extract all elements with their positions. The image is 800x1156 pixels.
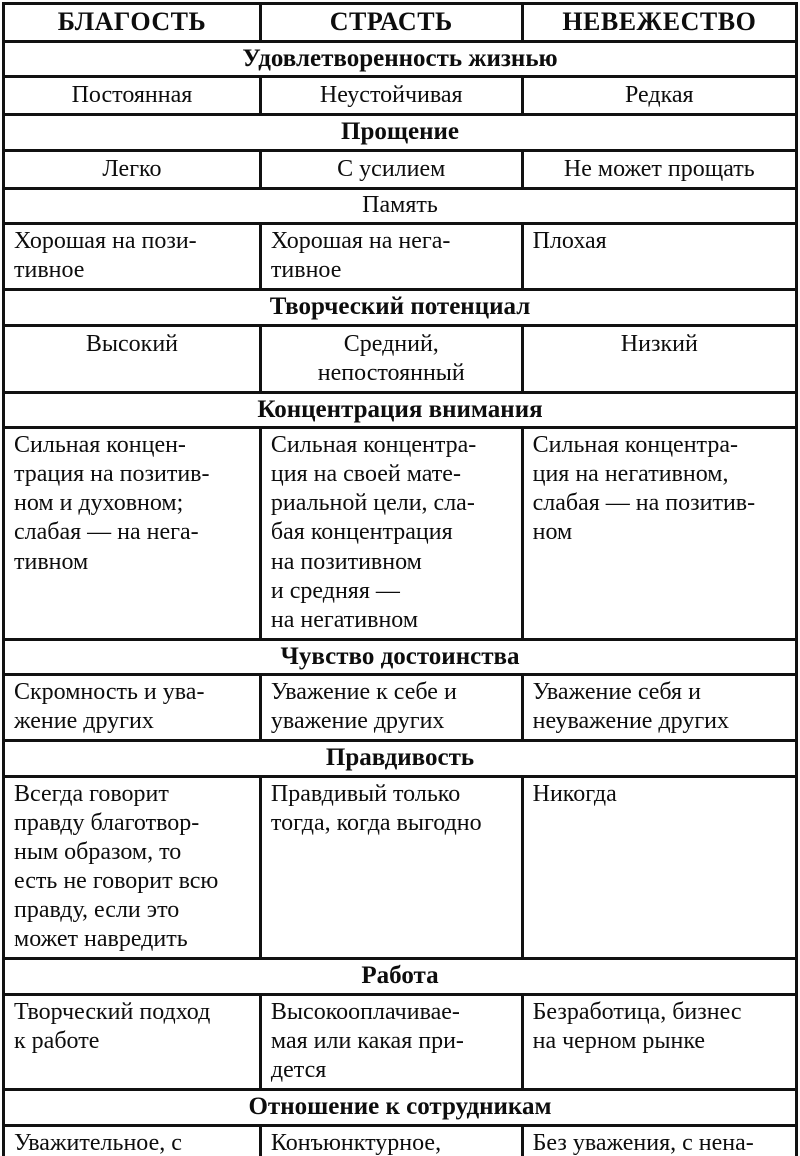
section-title: Чувство достоинства bbox=[2, 637, 798, 677]
section-row-life-satisfaction: Удовлетворенность жизнью bbox=[2, 39, 798, 79]
cell-passion: Средний, непостоянный bbox=[258, 323, 524, 394]
table-row: Творческий подход к работе Высокооплачив… bbox=[2, 993, 799, 1092]
cell-ignorance: Никогда bbox=[520, 775, 799, 961]
cell-passion: Правдивый только тогда, когда выгодно bbox=[258, 775, 524, 961]
cell-passion: Неустойчивая bbox=[258, 75, 524, 117]
section-title: Правдивость bbox=[2, 739, 798, 779]
section-title: Творческий потенциал bbox=[2, 287, 798, 327]
section-row-concentration: Концентрация внимания bbox=[2, 390, 798, 430]
section-row-memory: Память bbox=[2, 187, 798, 225]
section-title: Удовлетворенность жизнью bbox=[2, 39, 798, 79]
column-header-row: БЛАГОСТЬ СТРАСТЬ НЕВЕЖЕСТВО bbox=[2, 2, 799, 43]
cell-ignorance: Редкая bbox=[520, 75, 799, 117]
cell-ignorance: Плохая bbox=[520, 221, 799, 291]
table-row: Хорошая на пози- тивное Хорошая на нега-… bbox=[2, 221, 799, 291]
section-row-forgiveness: Прощение bbox=[2, 113, 798, 153]
section-title: Отношение к сотрудникам bbox=[2, 1088, 798, 1127]
cell-goodness: Уважительное, с любовью bbox=[2, 1123, 262, 1156]
section-row-truthfulness: Правдивость bbox=[2, 739, 798, 779]
section-row-work: Работа bbox=[2, 957, 798, 997]
cell-passion: Конъюнктурное, с формальным инте- ресом … bbox=[258, 1123, 524, 1156]
cell-goodness: Сильная концен- трация на позитив- ном и… bbox=[2, 426, 262, 641]
cell-goodness: Легко bbox=[2, 149, 262, 191]
section-title: Память bbox=[2, 187, 798, 225]
cell-goodness: Творческий подход к работе bbox=[2, 993, 262, 1092]
table-row: Постоянная Неустойчивая Редкая bbox=[2, 75, 799, 117]
table-row: Всегда говорит правду благотвор- ным обр… bbox=[2, 775, 799, 961]
cell-passion: Сильная концентра- ция на своей мате- ри… bbox=[258, 426, 524, 641]
section-row-self-esteem: Чувство достоинства bbox=[2, 637, 798, 677]
table-row: Уважительное, с любовью Конъюнктурное, с… bbox=[2, 1123, 799, 1156]
cell-ignorance: Уважение себя и неуважение других bbox=[520, 673, 799, 743]
cell-passion: Хорошая на нега- тивное bbox=[258, 221, 524, 291]
cell-goodness: Постоянная bbox=[2, 75, 262, 117]
column-header-ignorance: НЕВЕЖЕСТВО bbox=[520, 2, 799, 43]
column-header-goodness: БЛАГОСТЬ bbox=[2, 2, 262, 43]
cell-ignorance: Безработица, бизнес на черном рынке bbox=[520, 993, 799, 1092]
table-row: Скромность и ува- жение других Уважение … bbox=[2, 673, 799, 743]
section-title: Прощение bbox=[2, 113, 798, 153]
section-title: Работа bbox=[2, 957, 798, 997]
cell-ignorance: Не может прощать bbox=[520, 149, 799, 191]
cell-ignorance: Без уважения, с нена- вистью bbox=[520, 1123, 799, 1156]
cell-passion: С усилием bbox=[258, 149, 524, 191]
section-row-attitude-to-coworkers: Отношение к сотрудникам bbox=[2, 1088, 798, 1127]
table-row: Легко С усилием Не может прощать bbox=[2, 149, 799, 191]
cell-ignorance: Сильная концентра- ция на негативном, сл… bbox=[520, 426, 799, 641]
section-title: Концентрация внимания bbox=[2, 390, 798, 430]
cell-goodness: Скромность и ува- жение других bbox=[2, 673, 262, 743]
cell-ignorance: Низкий bbox=[520, 323, 799, 394]
section-row-creative-potential: Творческий потенциал bbox=[2, 287, 798, 327]
cell-goodness: Высокий bbox=[2, 323, 262, 394]
table-row: Высокий Средний, непостоянный Низкий bbox=[2, 323, 799, 394]
cell-goodness: Всегда говорит правду благотвор- ным обр… bbox=[2, 775, 262, 961]
table-row: Сильная концен- трация на позитив- ном и… bbox=[2, 426, 799, 641]
cell-goodness: Хорошая на пози- тивное bbox=[2, 221, 262, 291]
cell-passion: Высокооплачивае- мая или какая при- детс… bbox=[258, 993, 524, 1092]
column-header-passion: СТРАСТЬ bbox=[258, 2, 524, 43]
cell-passion: Уважение к себе и уважение других bbox=[258, 673, 524, 743]
